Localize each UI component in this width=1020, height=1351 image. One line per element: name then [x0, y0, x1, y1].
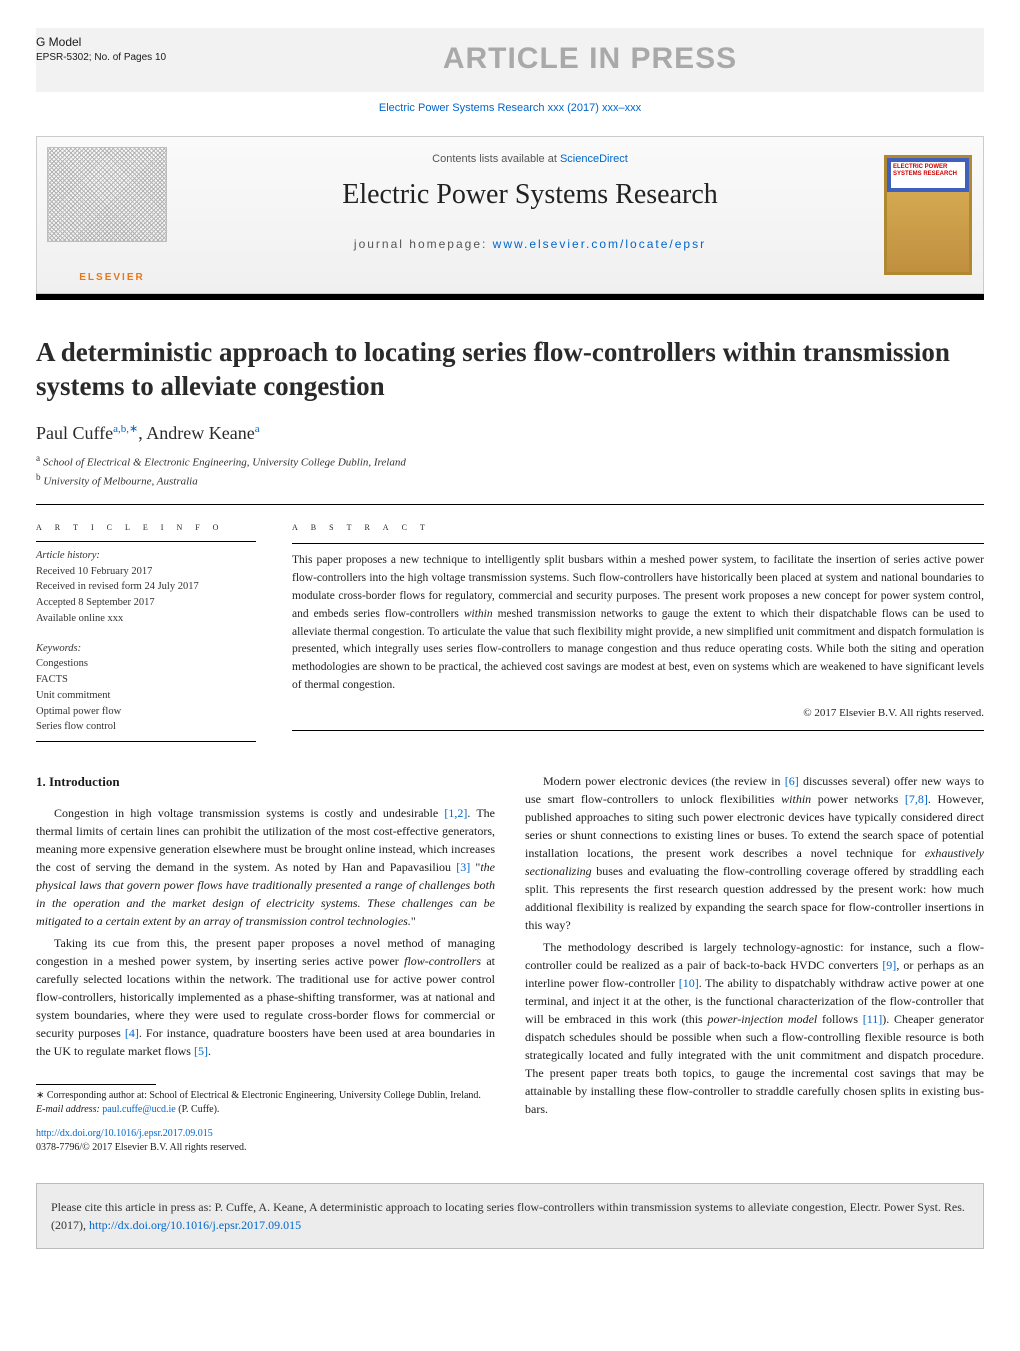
email-label: E-mail address:	[36, 1104, 102, 1115]
c2p2d: follows	[817, 1012, 862, 1026]
email-post: (P. Cuffe).	[176, 1104, 220, 1115]
history-online: Available online xxx	[36, 611, 256, 627]
p1a: Congestion in high voltage transmission …	[54, 806, 444, 820]
keywords-label: Keywords:	[36, 641, 256, 657]
gmodel-bar: G Model EPSR-5302; No. of Pages 10 ARTIC…	[36, 28, 984, 92]
homepage-line: journal homepage: www.elsevier.com/locat…	[187, 237, 873, 251]
doi-block: http://dx.doi.org/10.1016/j.epsr.2017.09…	[36, 1127, 495, 1155]
affil-b-text: University of Melbourne, Australia	[41, 475, 198, 487]
sciencedirect-link[interactable]: ScienceDirect	[560, 153, 628, 165]
cite-9[interactable]: [9]	[882, 958, 896, 972]
abstract-head: a b s t r a c t	[292, 517, 984, 536]
intro-p1: Congestion in high voltage transmission …	[36, 804, 495, 930]
footnote-rule	[36, 1084, 156, 1085]
keyword: Series flow control	[36, 719, 256, 735]
history-label: Article history:	[36, 548, 256, 564]
cover-title-tiny: ELECTRIC POWER SYSTEMS RESEARCH	[893, 164, 969, 177]
abstract-copyright: © 2017 Elsevier B.V. All rights reserved…	[292, 705, 984, 722]
gmodel-title: G Model	[36, 34, 186, 51]
p2d: .	[208, 1044, 211, 1058]
author-1: Paul Cuffe	[36, 423, 113, 443]
keyword: Congestions	[36, 656, 256, 672]
affiliations: a School of Electrical & Electronic Engi…	[36, 452, 984, 490]
p1d: "	[411, 914, 416, 928]
p1c: "	[470, 860, 480, 874]
cite-7-8[interactable]: [7,8]	[905, 792, 928, 806]
cite-6[interactable]: [6]	[785, 774, 799, 788]
cite-3[interactable]: [3]	[456, 860, 470, 874]
citation-box: Please cite this article in press as: P.…	[36, 1183, 984, 1249]
history-received: Received 10 February 2017	[36, 564, 256, 580]
keyword: Unit commitment	[36, 688, 256, 704]
article-in-press-label: ARTICLE IN PRESS	[196, 28, 984, 76]
intro-p2: Taking its cue from this, the present pa…	[36, 934, 495, 1060]
journal-cover-icon: ELECTRIC POWER SYSTEMS RESEARCH	[884, 155, 972, 275]
column-left: 1. Introduction Congestion in high volta…	[36, 772, 495, 1155]
banner-left: ELSEVIER	[37, 137, 187, 293]
elsevier-tree-icon	[47, 147, 167, 242]
author-1-sup: a,b,∗	[113, 423, 138, 435]
cite-4[interactable]: [4]	[125, 1026, 139, 1040]
article-title: A deterministic approach to locating ser…	[36, 336, 984, 404]
intro-head: 1. Introduction	[36, 772, 495, 792]
contents-prefix: Contents lists available at	[432, 153, 560, 165]
gmodel-sub: EPSR-5302; No. of Pages 10	[36, 51, 186, 65]
email-line: E-mail address: paul.cuffe@ucd.ie (P. Cu…	[36, 1103, 495, 1117]
author-2-sup: a	[255, 423, 260, 435]
col2-p2: The methodology described is largely tec…	[525, 938, 984, 1118]
abstract-rule	[292, 543, 984, 544]
footnotes: ∗ Corresponding author at: School of Ele…	[36, 1089, 495, 1117]
doi-link[interactable]: http://dx.doi.org/10.1016/j.epsr.2017.09…	[36, 1127, 495, 1141]
keyword: Optimal power flow	[36, 704, 256, 720]
abstract-rule-bottom	[292, 730, 984, 731]
article-info-head: a r t i c l e i n f o	[36, 517, 256, 535]
c2p1c: power networks	[811, 792, 905, 806]
cite-10[interactable]: [10]	[679, 976, 699, 990]
c2p1e: buses and evaluating the flow-controllin…	[525, 864, 984, 932]
issn-line: 0378-7796/© 2017 Elsevier B.V. All right…	[36, 1141, 495, 1155]
body-columns: 1. Introduction Congestion in high volta…	[36, 772, 984, 1155]
corresponding-author: ∗ Corresponding author at: School of Ele…	[36, 1089, 495, 1103]
cite-11[interactable]: [11]	[863, 1012, 883, 1026]
article-info: a r t i c l e i n f o Article history: R…	[36, 517, 256, 735]
gmodel-left: G Model EPSR-5302; No. of Pages 10	[36, 28, 196, 65]
banner-right: ELECTRIC POWER SYSTEMS RESEARCH	[873, 137, 983, 293]
email-link[interactable]: paul.cuffe@ucd.ie	[102, 1104, 175, 1115]
c2p2-ital: power-injection model	[707, 1012, 817, 1026]
c2p1a: Modern power electronic devices (the rev…	[543, 774, 785, 788]
c2p1-ital1: within	[781, 792, 811, 806]
affil-a-text: School of Electrical & Electronic Engine…	[40, 456, 406, 468]
author-2: , Andrew Keane	[138, 423, 254, 443]
contents-line: Contents lists available at ScienceDirec…	[187, 153, 873, 165]
meta-rule-bottom-left	[36, 741, 256, 742]
abstract-block: a b s t r a c t This paper proposes a ne…	[292, 517, 984, 735]
history-accepted: Accepted 8 September 2017	[36, 595, 256, 611]
meta-section: a r t i c l e i n f o Article history: R…	[36, 517, 984, 735]
c2p2e: ). Cheaper generator dispatch schedules …	[525, 1012, 984, 1116]
p2-ital: flow-controllers	[404, 954, 481, 968]
keyword: FACTS	[36, 672, 256, 688]
info-rule	[36, 541, 256, 542]
citation-line: Electric Power Systems Research xxx (201…	[36, 102, 984, 114]
cite-box-link[interactable]: http://dx.doi.org/10.1016/j.epsr.2017.09…	[89, 1218, 301, 1232]
abstract-ital: within	[464, 608, 493, 620]
history-revised: Received in revised form 24 July 2017	[36, 579, 256, 595]
cite-5[interactable]: [5]	[194, 1044, 208, 1058]
cite-1-2[interactable]: [1,2]	[444, 806, 467, 820]
elsevier-label: ELSEVIER	[47, 272, 177, 283]
banner-center: Contents lists available at ScienceDirec…	[187, 137, 873, 293]
journal-banner: ELSEVIER Contents lists available at Sci…	[36, 136, 984, 294]
abstract-body: This paper proposes a new technique to i…	[292, 552, 984, 695]
authors-line: Paul Cuffea,b,∗, Andrew Keanea	[36, 422, 984, 444]
abstract-post: meshed transmission networks to gauge th…	[292, 608, 984, 691]
banner-divider	[36, 294, 984, 300]
column-right: Modern power electronic devices (the rev…	[525, 772, 984, 1155]
homepage-label: journal homepage:	[354, 237, 493, 251]
col2-p1: Modern power electronic devices (the rev…	[525, 772, 984, 934]
meta-rule-top	[36, 504, 984, 505]
homepage-url[interactable]: www.elsevier.com/locate/epsr	[493, 237, 706, 251]
journal-name: Electric Power Systems Research	[187, 179, 873, 211]
